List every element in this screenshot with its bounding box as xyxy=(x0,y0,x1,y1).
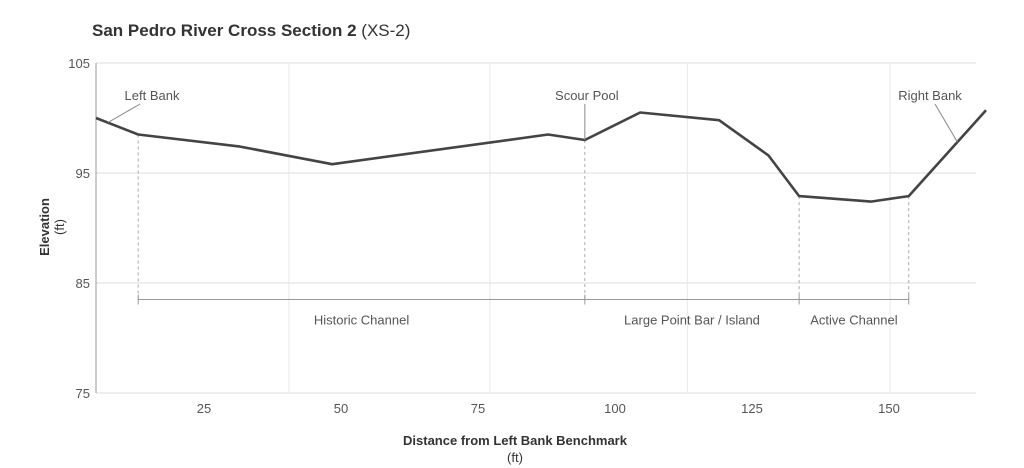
chart-title: San Pedro River Cross Section 2 (XS-2) xyxy=(92,21,410,40)
y-tick-label: 75 xyxy=(76,386,90,401)
segment-label: Historic Channel xyxy=(314,313,409,328)
y-axis-units: (ft) xyxy=(52,219,67,235)
x-tick-label: 150 xyxy=(878,401,900,416)
segment-label: Large Point Bar / Island xyxy=(624,313,760,328)
y-tick-label: 95 xyxy=(76,166,90,181)
ground-profile-line xyxy=(95,109,987,203)
chart-title-suffix: (XS-2) xyxy=(361,21,410,40)
annotation-label: Left Bank xyxy=(125,88,180,103)
segment-label: Active Channel xyxy=(810,313,898,328)
chart-title-main: San Pedro River Cross Section 2 xyxy=(92,21,357,40)
annotation-leader-line xyxy=(934,103,958,143)
x-tick-label: 25 xyxy=(197,401,211,416)
x-axis-units: (ft) xyxy=(507,450,523,465)
annotation-leader-line xyxy=(107,103,141,123)
y-tick-label: 105 xyxy=(68,56,90,71)
annotation-label: Scour Pool xyxy=(555,88,619,103)
x-tick-label: 125 xyxy=(741,401,763,416)
x-axis-label: Distance from Left Bank Benchmark xyxy=(403,433,628,448)
y-axis-label: Elevation xyxy=(37,198,52,256)
x-tick-label: 50 xyxy=(334,401,348,416)
annotation-label: Right Bank xyxy=(898,88,962,103)
y-tick-label: 85 xyxy=(76,276,90,291)
x-tick-label: 100 xyxy=(604,401,626,416)
x-tick-label: 75 xyxy=(471,401,485,416)
